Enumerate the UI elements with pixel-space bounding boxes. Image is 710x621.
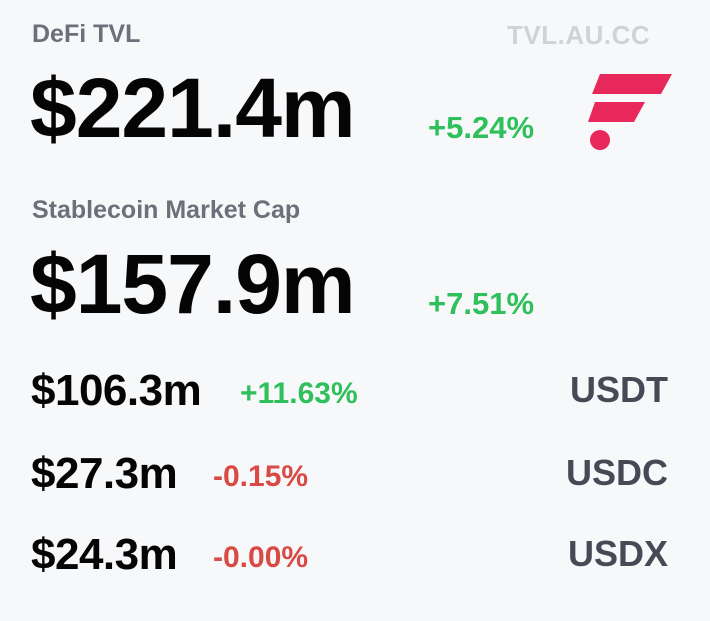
coin-symbol: USDC <box>565 452 668 493</box>
logo-bar-middle <box>588 102 645 122</box>
coin-amount: $27.3m <box>31 449 178 498</box>
logo-dot <box>590 130 610 150</box>
coin-change: +11.63% <box>240 377 358 410</box>
coin-change: -0.00% <box>213 541 309 574</box>
tvl-change: +5.24% <box>428 110 535 145</box>
coin-amount: $24.3m <box>31 530 178 579</box>
coin-row-usdc: $27.3m -0.15% USDC <box>0 449 710 499</box>
coin-row-usdx: $24.3m -0.00% USDX <box>0 530 710 580</box>
coin-symbol: USDX <box>567 533 668 574</box>
stablecoin-value: $157.9m <box>30 237 356 331</box>
flare-logo-icon <box>588 68 674 154</box>
stablecoin-label: Stablecoin Market Cap <box>32 196 301 224</box>
coin-amount: $106.3m <box>31 366 202 415</box>
brand-url: TVL.AU.CC <box>507 20 651 50</box>
coin-change: -0.15% <box>213 460 309 493</box>
coin-symbol: USDT <box>570 369 668 410</box>
tvl-value: $221.4m <box>30 61 356 155</box>
logo-bar-top <box>592 74 672 94</box>
coin-row-usdt: $106.3m +11.63% USDT <box>0 366 710 416</box>
stablecoin-change: +7.51% <box>428 286 535 321</box>
tvl-label: DeFi TVL <box>32 20 141 48</box>
